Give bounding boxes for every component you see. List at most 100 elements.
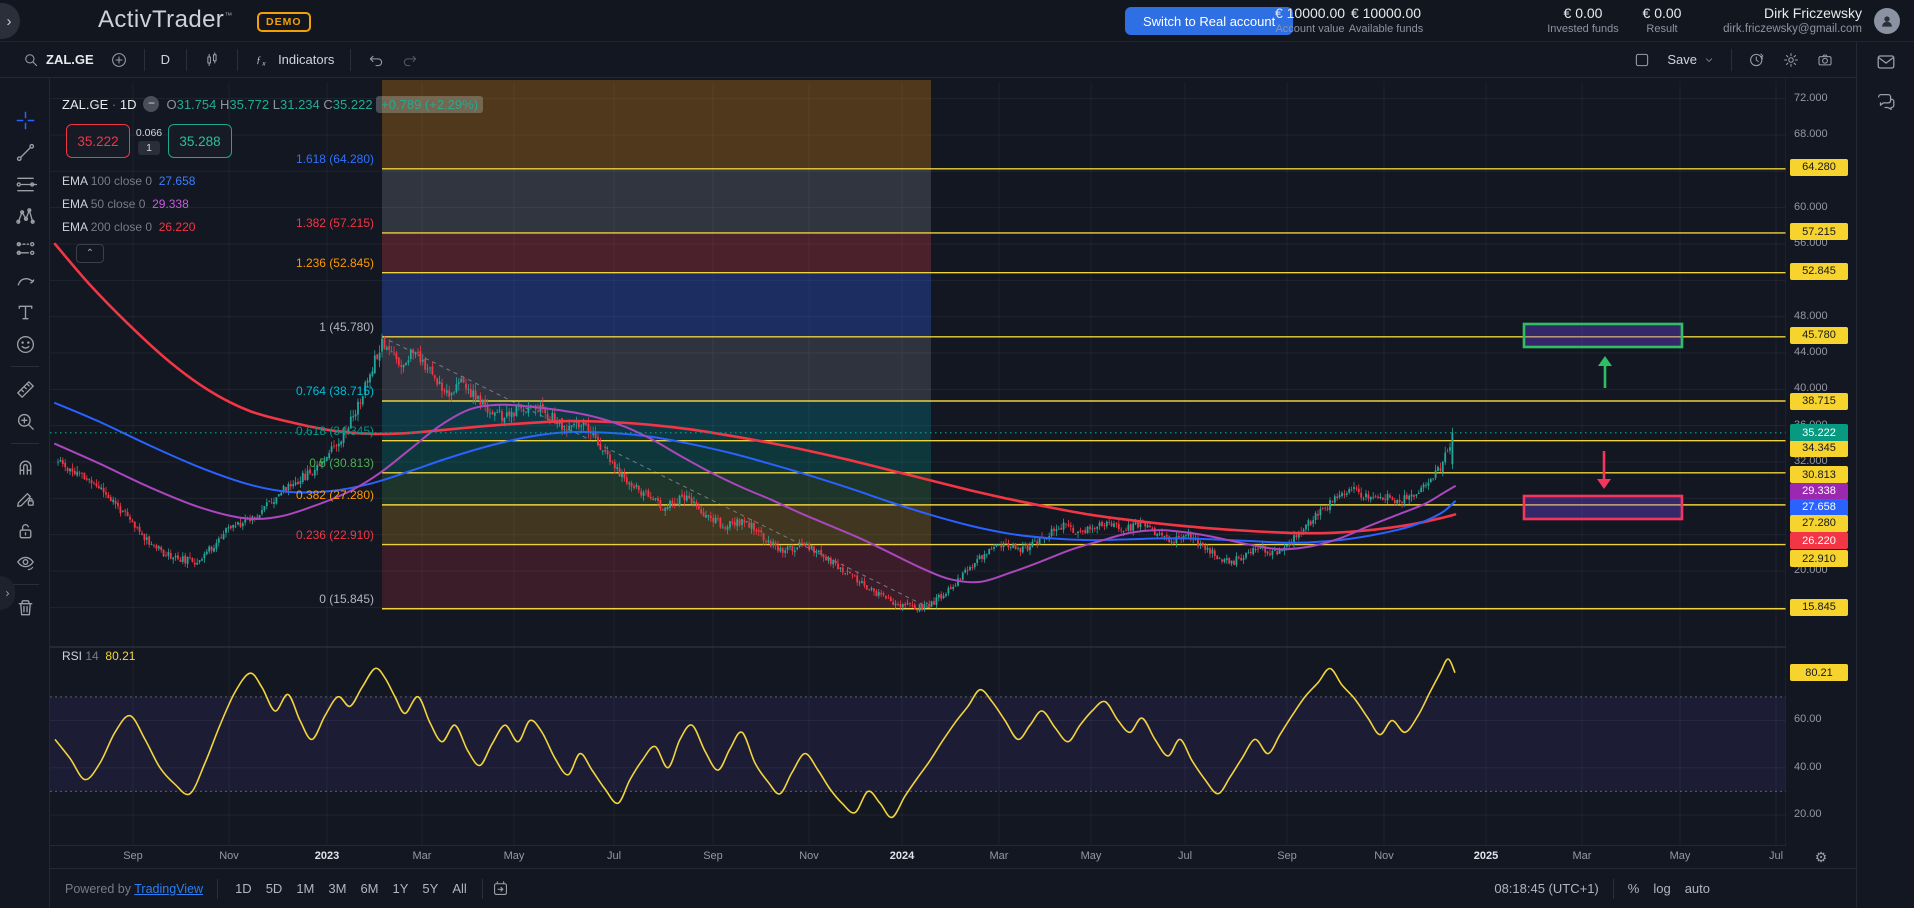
- quick-trade-button[interactable]: [1740, 47, 1774, 73]
- legend-ohlc: O31.754 H35.772 L31.234 C35.222 +0.789 (…: [166, 95, 484, 113]
- tool-xabcd-pattern[interactable]: [0, 200, 50, 232]
- time-tick-Mar: Mar: [989, 850, 1009, 862]
- tool-zoom-in[interactable]: [0, 405, 50, 437]
- price-tick: 48.000: [1794, 309, 1828, 322]
- rsi-tick: 20.00: [1794, 808, 1822, 820]
- avatar[interactable]: [1874, 8, 1900, 34]
- axis-settings-gear-icon[interactable]: ⚙: [1814, 848, 1828, 865]
- time-tick-2023: 2023: [314, 850, 340, 862]
- redo-button[interactable]: [393, 47, 427, 73]
- rsi-value: 80.21: [105, 649, 136, 663]
- auto-scale-toggle[interactable]: auto: [1684, 881, 1710, 896]
- spread-value: 0.066: [135, 127, 163, 139]
- tool-emoji[interactable]: [0, 328, 50, 360]
- quote-widget: 35.222 0.066 1 35.288: [66, 124, 232, 158]
- chart-style-button[interactable]: [195, 47, 229, 73]
- tool-brush[interactable]: [0, 264, 50, 296]
- zoom-in-icon: [14, 410, 37, 433]
- indicator-row-ema50[interactable]: EMA 50 close 0 29.338: [62, 197, 189, 211]
- price-axis[interactable]: 72.000 68.000 60.000 56.000 48.000 44.000 40.0…: [1786, 78, 1856, 845]
- time-tick-Sep: Sep: [123, 850, 143, 862]
- legend-collapse-button[interactable]: ⌃: [76, 244, 104, 263]
- range-all-button[interactable]: All: [445, 878, 473, 899]
- plus-circle-icon: [110, 51, 128, 69]
- chat-button[interactable]: [1857, 82, 1914, 122]
- trademark: ™: [224, 11, 233, 20]
- undo-button[interactable]: [359, 47, 393, 73]
- available-funds-value: € 10000.00: [1350, 5, 1422, 21]
- app-logo: ActivTrader™: [98, 6, 233, 34]
- chart-settings-button[interactable]: [1774, 47, 1808, 73]
- switch-to-real-account-button[interactable]: Switch to Real account: [1125, 7, 1294, 35]
- tool-magnet[interactable]: [0, 450, 50, 482]
- log-scale-toggle[interactable]: log: [1653, 881, 1671, 896]
- price-badge-57.215: 57.215: [1790, 223, 1848, 241]
- tradingview-link[interactable]: TradingView: [134, 881, 204, 896]
- price-tick: 40.000: [1794, 382, 1828, 395]
- menu-expand-chevron-icon[interactable]: ›: [0, 3, 20, 39]
- range-5y-button[interactable]: 5Y: [415, 878, 445, 899]
- time-axis[interactable]: Sep Nov 2023 Mar May Jul Sep Nov 2024 Mar May Jul Se…: [50, 845, 1786, 868]
- tool-text[interactable]: [0, 296, 50, 328]
- legend-source-toggle[interactable]: −: [143, 96, 160, 112]
- tool-crosshair[interactable]: [0, 104, 50, 136]
- tool-remove-drawings[interactable]: [0, 591, 50, 623]
- stat-available-funds: € 10000.00 Available funds: [1349, 5, 1423, 35]
- tool-hide-drawings[interactable]: [0, 546, 50, 578]
- time-tick-Mar: Mar: [1572, 850, 1592, 862]
- price-tick: 20.000: [1794, 564, 1828, 576]
- indicator-row-ema100[interactable]: EMA 100 close 0 27.658: [62, 174, 196, 188]
- bottom-toolbar: Powered by TradingView 1D 5D 1M 3M 6M 1Y…: [50, 868, 1856, 908]
- rsi-tick: 40.00: [1794, 760, 1822, 773]
- snapshot-button[interactable]: [1808, 47, 1842, 73]
- tool-lock-all[interactable]: [0, 514, 50, 546]
- rsi-legend[interactable]: RSI 14 80.21: [62, 649, 136, 663]
- svg-text:x: x: [261, 60, 266, 67]
- tool-trend-line[interactable]: [0, 136, 50, 168]
- symbol-name: ZAL.GE: [46, 52, 94, 67]
- legend-symbol[interactable]: ZAL.GE · 1D: [62, 96, 137, 112]
- user-email: dirk.friczewsky@gmail.com: [1723, 23, 1862, 35]
- chart-canvas[interactable]: [50, 78, 1786, 845]
- clock-display[interactable]: 08:18:45 (UTC+1): [1494, 881, 1599, 896]
- tool-drawing-mode[interactable]: [0, 482, 50, 514]
- range-6m-button[interactable]: 6M: [353, 878, 385, 899]
- layout-square-icon: [1633, 51, 1651, 69]
- price-badge-26.220: 26.220: [1790, 532, 1848, 549]
- fib-label-0: 0 (15.845): [319, 591, 374, 606]
- price-badge-22.910: 22.910: [1790, 550, 1848, 567]
- tool-ruler[interactable]: [0, 373, 50, 405]
- symbol-search-button[interactable]: ZAL.GE: [14, 47, 102, 73]
- quantity-value[interactable]: 1: [138, 141, 160, 155]
- compare-add-symbol-button[interactable]: [102, 47, 136, 73]
- time-tick-2024: 2024: [889, 850, 915, 862]
- layout-button[interactable]: [1625, 47, 1659, 73]
- tool-fib-retracement[interactable]: [0, 168, 50, 200]
- range-1y-button[interactable]: 1Y: [386, 878, 416, 899]
- range-1d-button[interactable]: 1D: [228, 878, 259, 899]
- buy-button[interactable]: 35.288: [168, 124, 232, 158]
- percent-scale-toggle[interactable]: %: [1627, 881, 1640, 896]
- tool-forecast[interactable]: [0, 232, 50, 264]
- save-button[interactable]: Save: [1659, 48, 1723, 71]
- time-tick-2025: 2025: [1473, 850, 1499, 862]
- mail-button[interactable]: [1857, 42, 1914, 82]
- redo-icon: [401, 51, 419, 69]
- time-tick-Nov: Nov: [1374, 850, 1394, 862]
- sell-button[interactable]: 35.222: [66, 124, 130, 158]
- interval-button[interactable]: D: [160, 52, 171, 67]
- go-to-date-icon[interactable]: [491, 879, 510, 898]
- drawing-toolbar-expand-tab[interactable]: ›: [0, 576, 15, 610]
- price-badge-38.715: 38.715: [1790, 392, 1848, 410]
- range-5d-button[interactable]: 5D: [259, 878, 290, 899]
- ruler-icon: [14, 378, 37, 401]
- range-3m-button[interactable]: 3M: [321, 878, 353, 899]
- time-tick-Nov: Nov: [799, 850, 819, 862]
- price-tick: 32.000: [1794, 454, 1828, 467]
- time-tick-Nov: Nov: [219, 850, 239, 862]
- candlestick-icon: [203, 51, 221, 69]
- range-1m-button[interactable]: 1M: [289, 878, 321, 899]
- indicator-row-ema200[interactable]: EMA 200 close 0 26.220: [62, 220, 196, 234]
